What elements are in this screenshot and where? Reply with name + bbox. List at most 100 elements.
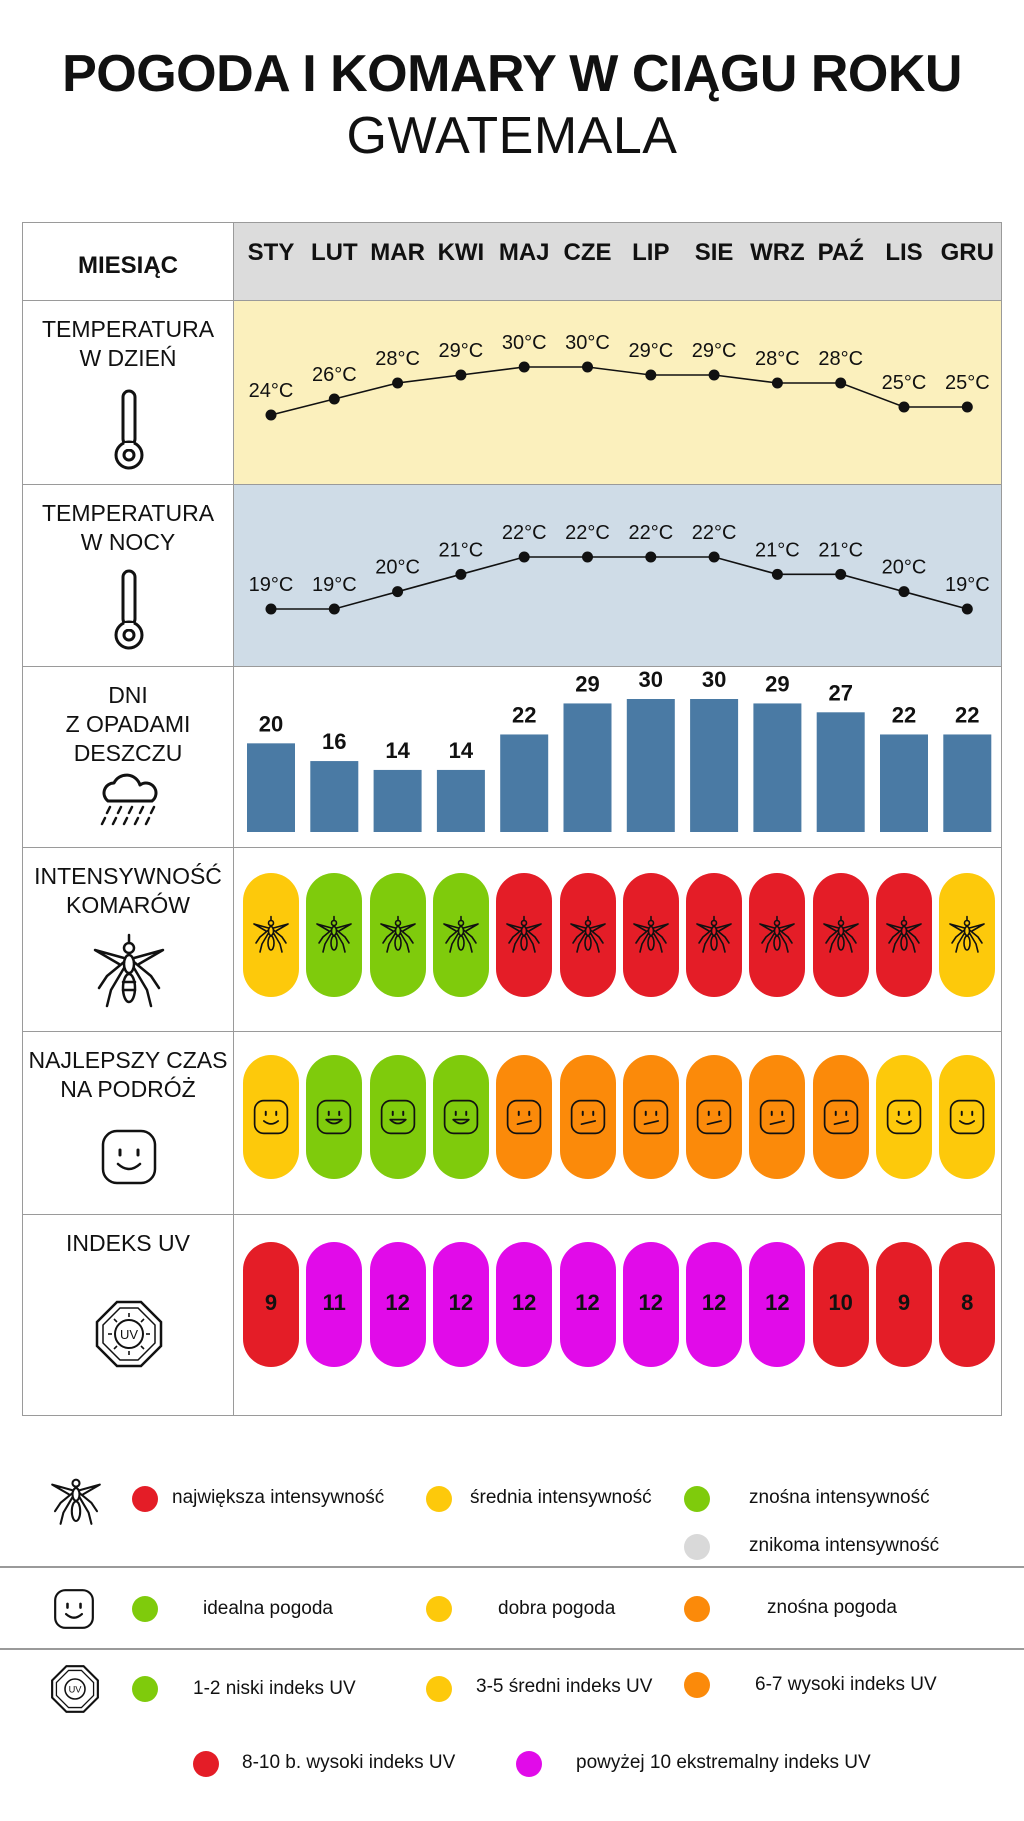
legend-dot-red [132, 1486, 158, 1512]
day-temp-label-cell: TEMPERATURA W DZIEŃ [23, 301, 234, 484]
temperature-label: 21°C [755, 539, 800, 561]
temperature-label: 30°C [565, 332, 610, 354]
month-label: LIP [632, 239, 670, 266]
month-header: STY LUT MAR KWI MAJ CZE LIP SIE WRZ PAŹ LIS GRU [234, 223, 1001, 300]
header-label-cell: MIESIĄC [23, 223, 234, 300]
uv-pill-red: 8 [939, 1242, 996, 1367]
temperature-point [835, 377, 847, 389]
travel-pill-yellow [876, 1055, 932, 1179]
legend-label: największa intensywność [172, 1487, 385, 1508]
rain-label-cell: DNI Z OPADAMI DESZCZU [23, 667, 234, 847]
rain-bar [436, 769, 485, 832]
month-label: LUT [310, 239, 358, 266]
mosquito-pill-red [559, 873, 616, 997]
temperature-point [961, 603, 973, 615]
travel-pill-orange [749, 1055, 806, 1179]
travel-pill-yellow [243, 1055, 299, 1179]
temperature-label: 22°C [692, 522, 737, 544]
temperature-point [328, 393, 340, 405]
temperature-label: 19°C [249, 574, 294, 596]
travel-pill-orange [496, 1055, 553, 1179]
mosquito-icon [821, 915, 861, 960]
rain-bar [943, 734, 992, 832]
month-label: GRU [940, 239, 994, 266]
mosquito-icon [378, 915, 418, 960]
month-label: MAR [370, 239, 425, 266]
temperature-point [708, 369, 720, 381]
mosquito-icon [251, 915, 291, 960]
temperature-point [328, 603, 340, 615]
rain-value-label: 20 [259, 711, 283, 736]
uv-pill-red: 10 [812, 1242, 869, 1367]
travel-pill-orange [686, 1055, 743, 1179]
day-temp-chart: 24°C 26°C 28°C 29°C 30°C 30°C 29°C 29°C 28°C 28°C… [249, 332, 990, 421]
night-temp-label: TEMPERATURA W NOCY [41, 500, 215, 555]
day-temp-row: TEMPERATURA W DZIEŃ 24°C 26°C 28°C 29°C 30°C… [23, 301, 1001, 485]
rain-bar [880, 734, 928, 832]
legend-label: znikoma intensywność [749, 1535, 940, 1556]
rain-bar [563, 703, 612, 832]
legend-label: 8-10 b. wysoki indeks UV [242, 1752, 456, 1773]
temperature-label: 22°C [502, 522, 547, 544]
day-temp-chart-cell: 24°C 26°C 28°C 29°C 30°C 30°C 29°C 29°C 28°C 28°C… [234, 301, 1001, 484]
rain-value-label: 22 [892, 702, 916, 727]
smiley-icon [315, 1098, 353, 1141]
month-header-cell: STY LUT MAR KWI MAJ CZE LIP SIE WRZ PAŹ LIS GRU [234, 223, 1001, 300]
temperature-point [708, 551, 720, 563]
mosquito-label: INTENSYWNOŚĆ KOMARÓW [34, 863, 222, 918]
temperature-point [835, 568, 847, 580]
legend-dot-magenta [516, 1751, 542, 1777]
smiley-icon [822, 1098, 860, 1141]
mosquito-pill-red [622, 873, 679, 997]
legend-dot-yellow [426, 1596, 452, 1622]
mosquito-pill-red [496, 873, 553, 997]
legend-label: znośna pogoda [767, 1597, 897, 1618]
legend-label: znośna intensywność [749, 1487, 930, 1508]
uv-pill-magenta: 12 [369, 1242, 426, 1367]
travel-pill-orange [622, 1055, 679, 1179]
temperature-label: 29°C [692, 340, 737, 362]
legend-label: 3-5 średni indeks UV [476, 1676, 653, 1697]
night-temp-label-cell: TEMPERATURA W NOCY [23, 485, 234, 666]
temperature-point [392, 586, 404, 598]
mosquito-icon [947, 915, 987, 960]
uv-value: 12 [765, 1290, 790, 1315]
travel-label: NAJLEPSZY CZAS NA PODRÓŻ [28, 1047, 228, 1102]
day-temp-label: TEMPERATURA W DZIEŃ [41, 316, 215, 371]
uv-label: INDEKS UV [66, 1230, 190, 1256]
mosquito-pills [234, 848, 1001, 1031]
month-label: WRZ [750, 239, 805, 266]
uv-pills: 9 11 12 12 12 12 12 12 12 10 9 8 [234, 1215, 1001, 1415]
smiley-icon [379, 1098, 417, 1141]
smiley-icon [53, 1588, 95, 1635]
temperature-label: 28°C [755, 348, 800, 370]
header-label: MIESIĄC [77, 252, 178, 279]
temperature-point [582, 551, 593, 563]
rain-bar [310, 761, 359, 832]
temperature-point [898, 401, 910, 413]
uv-value: 12 [575, 1290, 600, 1315]
rain-value-label: 14 [449, 738, 474, 763]
smiley-icon [569, 1098, 607, 1141]
travel-pills [234, 1032, 1001, 1214]
mosquito-icon [441, 915, 481, 960]
temperature-point [771, 377, 783, 389]
travel-pill-orange [559, 1055, 616, 1179]
temperature-label: 26°C [312, 364, 357, 386]
temperature-point [518, 361, 530, 373]
temperature-point [898, 586, 910, 598]
rain-bar [753, 703, 802, 832]
rain-value-label: 22 [955, 702, 979, 727]
uv-pill-magenta: 12 [686, 1242, 743, 1367]
rain-chart: 20 16 14 14 22 29 30 30 29 27 22 22 [247, 667, 992, 832]
uv-value: 12 [511, 1290, 537, 1315]
month-label: STY [247, 239, 295, 266]
month-label: LIS [885, 239, 923, 266]
legend-dot-green [684, 1486, 710, 1512]
uv-pill-red: 9 [876, 1242, 932, 1367]
travel-pill-green [432, 1055, 489, 1179]
rain-bar [500, 734, 549, 832]
mosquito-pill-red [686, 873, 743, 997]
rain-label: DNI Z OPADAMI DESZCZU [65, 682, 191, 766]
temperature-label: 28°C [818, 348, 863, 370]
